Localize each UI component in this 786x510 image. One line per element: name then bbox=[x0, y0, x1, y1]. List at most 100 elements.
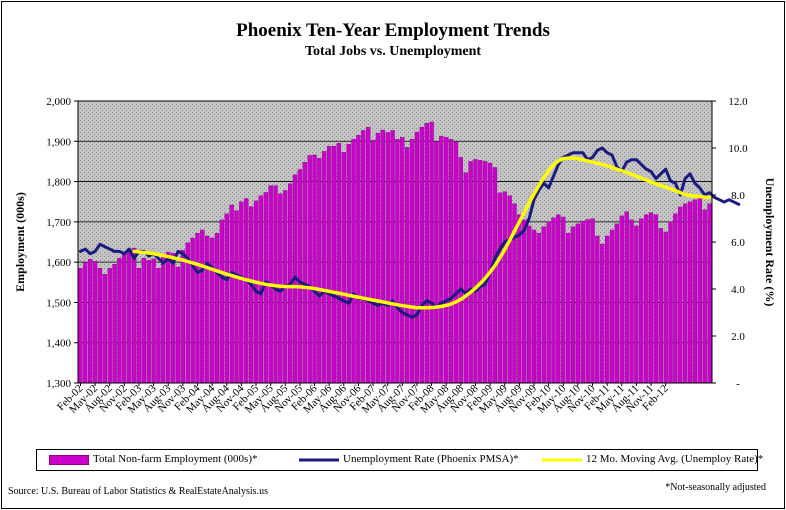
bar bbox=[668, 221, 673, 384]
bar bbox=[595, 235, 600, 384]
legend-label-moving-avg: 12 Mo. Moving Avg. (Unemploy Rate)* bbox=[586, 453, 764, 465]
y-tick-label: 1,700 bbox=[46, 217, 71, 229]
y-tick-label: 1,900 bbox=[46, 136, 71, 148]
bar bbox=[590, 218, 595, 384]
bar bbox=[356, 135, 361, 384]
bar bbox=[448, 139, 454, 384]
bar bbox=[580, 220, 585, 384]
bar bbox=[361, 130, 366, 384]
legend-label-unemployment: Unemployment Rate (Phoenix PMSA)* bbox=[343, 453, 519, 465]
bar bbox=[219, 219, 225, 384]
y2-tick-label: 12.0 bbox=[728, 96, 748, 108]
chart-svg: 1,300 1,400 1,500 1,600 1,700 1,800 1,900 2,000… bbox=[13, 96, 777, 416]
bar bbox=[478, 160, 483, 384]
y-axis-label: Employment (000s) bbox=[13, 192, 27, 292]
bar bbox=[644, 214, 649, 384]
bar bbox=[366, 127, 371, 384]
bar bbox=[585, 219, 590, 384]
bar bbox=[161, 253, 166, 384]
y-tick-label: 1,800 bbox=[46, 177, 71, 189]
bar bbox=[97, 268, 103, 384]
bar bbox=[195, 232, 200, 384]
bar bbox=[400, 137, 405, 384]
bar bbox=[604, 235, 610, 384]
bar bbox=[609, 229, 615, 384]
bar bbox=[629, 219, 634, 384]
bar bbox=[634, 225, 639, 384]
bar bbox=[83, 261, 88, 384]
bar bbox=[302, 162, 307, 384]
bar bbox=[151, 258, 156, 384]
bar bbox=[439, 135, 444, 384]
bar bbox=[102, 274, 107, 384]
chart-legend: Total Non-farm Employment (000s)* Unempl… bbox=[36, 449, 763, 471]
plot-border bbox=[77, 100, 713, 384]
legend-label-employment: Total Non-farm Employment (000s)* bbox=[93, 453, 258, 465]
bar bbox=[156, 268, 161, 384]
bar bbox=[702, 209, 707, 384]
bar bbox=[565, 232, 571, 384]
bar bbox=[424, 123, 429, 384]
bar bbox=[117, 257, 122, 384]
y2-tick-label: 10.0 bbox=[728, 143, 748, 155]
bar bbox=[648, 212, 654, 384]
chart-title: Phoenix Ten-Year Employment Trends bbox=[236, 20, 550, 41]
bar bbox=[107, 268, 112, 384]
bar bbox=[327, 145, 332, 384]
bar bbox=[639, 218, 644, 384]
bar bbox=[336, 143, 342, 384]
chart-subtitle: Total Jobs vs. Unemployment bbox=[304, 44, 482, 59]
bar bbox=[497, 192, 503, 384]
bar bbox=[541, 226, 546, 384]
bar bbox=[687, 201, 693, 384]
bar bbox=[331, 145, 337, 384]
bar bbox=[614, 223, 620, 384]
bar bbox=[166, 251, 171, 384]
y-tick-label: 1,500 bbox=[46, 297, 71, 309]
bar bbox=[653, 214, 659, 384]
bar bbox=[351, 139, 356, 384]
bar bbox=[458, 157, 463, 384]
y-tick-label: 1,400 bbox=[46, 338, 71, 350]
bar bbox=[409, 139, 415, 384]
bar bbox=[536, 232, 542, 384]
bar bbox=[248, 206, 254, 384]
bar bbox=[229, 204, 234, 384]
seasonal-note: *Not-seasonally adjusted bbox=[665, 482, 766, 493]
bar bbox=[678, 206, 683, 384]
bar bbox=[127, 248, 132, 384]
bar bbox=[112, 264, 117, 384]
bar bbox=[526, 225, 532, 384]
bar bbox=[317, 158, 322, 384]
bar bbox=[190, 237, 195, 384]
bar bbox=[453, 141, 459, 384]
bar bbox=[297, 169, 303, 384]
bar bbox=[444, 137, 449, 384]
bar bbox=[531, 229, 537, 384]
y2-tick-label: 6.0 bbox=[731, 237, 745, 249]
bar bbox=[673, 213, 678, 384]
bar bbox=[200, 229, 205, 384]
bar bbox=[88, 259, 93, 384]
y2-tick-label: 8.0 bbox=[731, 190, 745, 202]
y-tick-label: 1,600 bbox=[46, 257, 71, 269]
moving-avg-line bbox=[132, 156, 712, 310]
bar bbox=[658, 228, 663, 384]
bar bbox=[307, 155, 312, 384]
bar bbox=[522, 219, 527, 384]
bar bbox=[492, 167, 498, 384]
bar bbox=[697, 197, 702, 384]
y2-tick-label: - bbox=[736, 378, 740, 390]
bar bbox=[419, 127, 424, 384]
bar bbox=[385, 132, 390, 384]
bar bbox=[663, 231, 668, 384]
bar bbox=[136, 268, 142, 384]
bar bbox=[322, 151, 327, 384]
bar bbox=[146, 259, 151, 384]
bar bbox=[341, 152, 346, 384]
y-tick-label: 2,000 bbox=[46, 96, 71, 108]
bar bbox=[209, 237, 215, 384]
bar bbox=[551, 217, 556, 384]
bar bbox=[170, 253, 176, 384]
y2-axis-label: Unemployment Rate (%) bbox=[763, 178, 777, 307]
